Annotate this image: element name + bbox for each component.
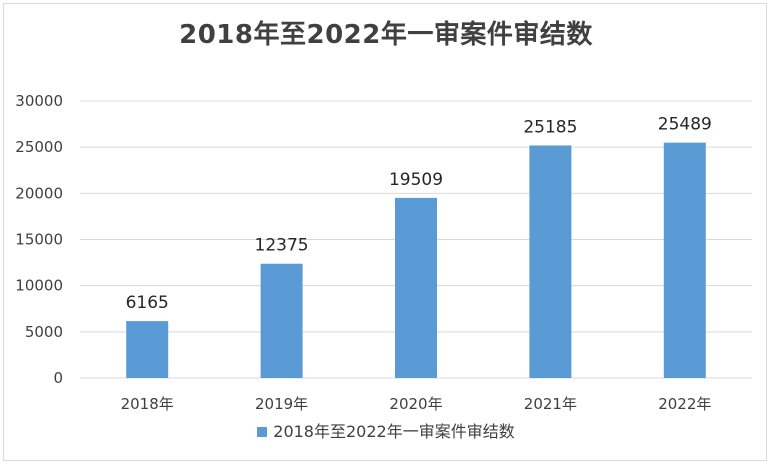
bar-2022年 [663, 142, 706, 378]
x-tick-label-2018年: 2018年 [121, 395, 174, 413]
bar-2020年 [395, 197, 437, 378]
bar-2021年 [529, 145, 572, 378]
legend: 2018年至2022年一审案件审结数 [0, 418, 772, 442]
data-label-2020年: 19509 [389, 170, 443, 190]
data-label-2021年: 25185 [523, 117, 577, 137]
data-label-2018年: 6165 [126, 293, 169, 313]
y-tick-label-15000: 15000 [15, 231, 63, 249]
x-tick-label-2020年: 2020年 [389, 395, 442, 413]
bars [126, 142, 706, 378]
data-label-2019年: 12375 [255, 236, 309, 256]
chart-frame [3, 3, 767, 461]
legend-label: 2018年至2022年一审案件审结数 [273, 422, 515, 441]
y-axis-tick-labels: 0 5000 10000 15000 20000 25000 30000 [15, 92, 63, 387]
chart-title: 2018年至2022年一审案件审结数 [179, 20, 593, 50]
y-tick-label-30000: 30000 [15, 92, 63, 110]
y-tick-label-0: 0 [53, 369, 63, 387]
y-tick-label-25000: 25000 [15, 138, 63, 156]
data-label-2022年: 25489 [658, 115, 712, 135]
x-axis-tick-labels: 2018年 2019年 2020年 2021年 2022年 [121, 395, 712, 413]
bar-2018年 [126, 321, 169, 378]
x-tick-label-2022年: 2022年 [658, 395, 711, 413]
bar-2019年 [260, 263, 303, 378]
legend-swatch [257, 426, 268, 437]
y-tick-label-10000: 10000 [15, 277, 63, 295]
y-tick-label-20000: 20000 [15, 184, 63, 202]
x-tick-label-2019年: 2019年 [255, 395, 308, 413]
x-tick-label-2021年: 2021年 [524, 395, 577, 413]
data-labels: 6165 12375 19509 25185 25489 [126, 115, 712, 313]
y-tick-label-5000: 5000 [25, 323, 63, 341]
